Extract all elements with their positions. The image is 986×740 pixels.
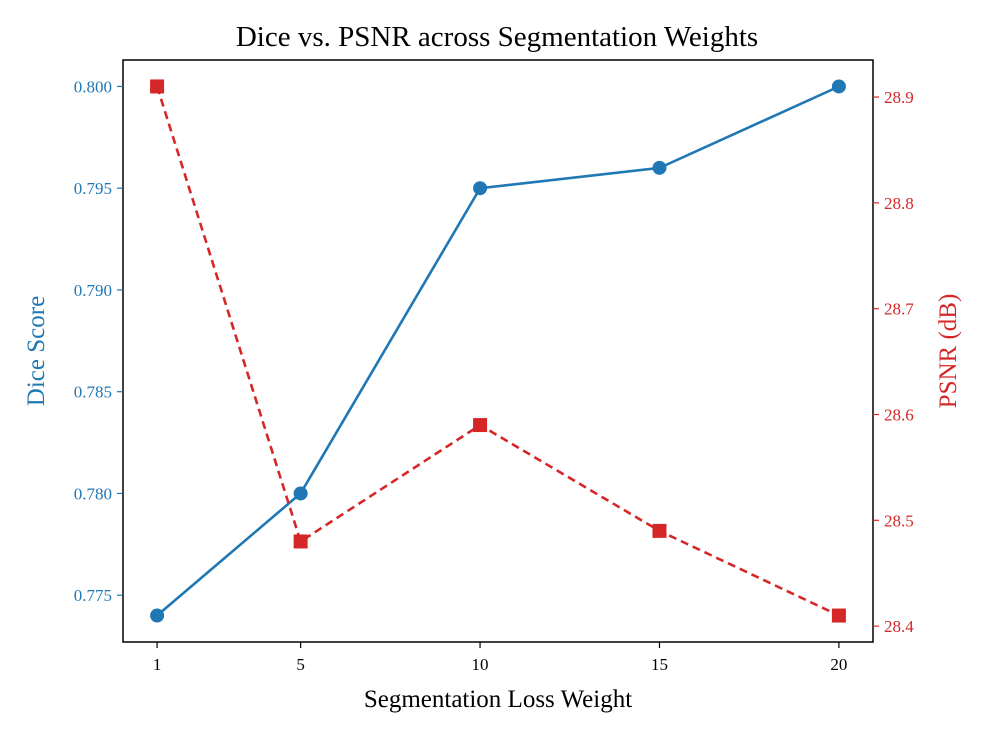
dice-series-line (156, 85, 840, 617)
x-tick-label: 15 (651, 655, 668, 674)
psnr-point (150, 79, 165, 94)
right-y-axis-ticks: 28.4 28.5 28.6 28.7 28.8 28.9 (873, 88, 914, 636)
left-y-tick-label: 0.775 (74, 586, 112, 605)
right-y-tick-label: 28.4 (884, 617, 914, 636)
psnr-point (293, 534, 308, 549)
right-y-tick-label: 28.6 (884, 405, 914, 424)
psnr-point (652, 523, 667, 538)
left-y-tick-label: 0.800 (74, 77, 112, 96)
psnr-point (473, 418, 488, 433)
chart-title: Dice vs. PSNR across Segmentation Weight… (236, 21, 758, 53)
left-y-tick-label: 0.780 (74, 484, 112, 503)
dice-point (150, 608, 165, 623)
plot-frame (122, 59, 874, 643)
x-tick-label: 10 (472, 655, 489, 674)
left-y-axis-ticks: 0.775 0.780 0.785 0.790 0.795 0.800 (74, 77, 123, 605)
dice-point (293, 486, 308, 501)
series-layer (150, 79, 846, 623)
dice-point (652, 160, 667, 175)
left-y-tick-label: 0.795 (74, 179, 112, 198)
dice-point (831, 79, 846, 94)
right-y-axis-label: PSNR (dB) (935, 294, 962, 409)
dice-point (473, 181, 488, 196)
left-y-tick-label: 0.785 (74, 383, 112, 402)
psnr-point (831, 608, 846, 623)
psnr-series-line (155, 86, 840, 617)
x-axis-ticks: 1 5 10 15 20 (153, 642, 847, 674)
right-y-tick-label: 28.7 (884, 300, 914, 319)
x-axis-label: Segmentation Loss Weight (364, 686, 632, 713)
right-y-tick-label: 28.8 (884, 194, 914, 213)
right-y-tick-label: 28.9 (884, 88, 914, 107)
x-tick-label: 5 (296, 655, 305, 674)
left-y-axis-label: Dice Score (23, 296, 50, 406)
right-y-tick-label: 28.5 (884, 511, 914, 530)
x-tick-label: 1 (153, 655, 162, 674)
left-y-tick-label: 0.790 (74, 281, 112, 300)
x-tick-label: 20 (830, 655, 847, 674)
